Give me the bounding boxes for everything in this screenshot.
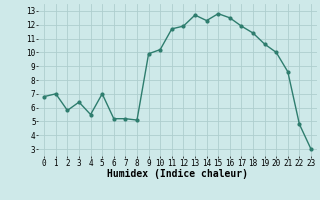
X-axis label: Humidex (Indice chaleur): Humidex (Indice chaleur)	[107, 169, 248, 179]
